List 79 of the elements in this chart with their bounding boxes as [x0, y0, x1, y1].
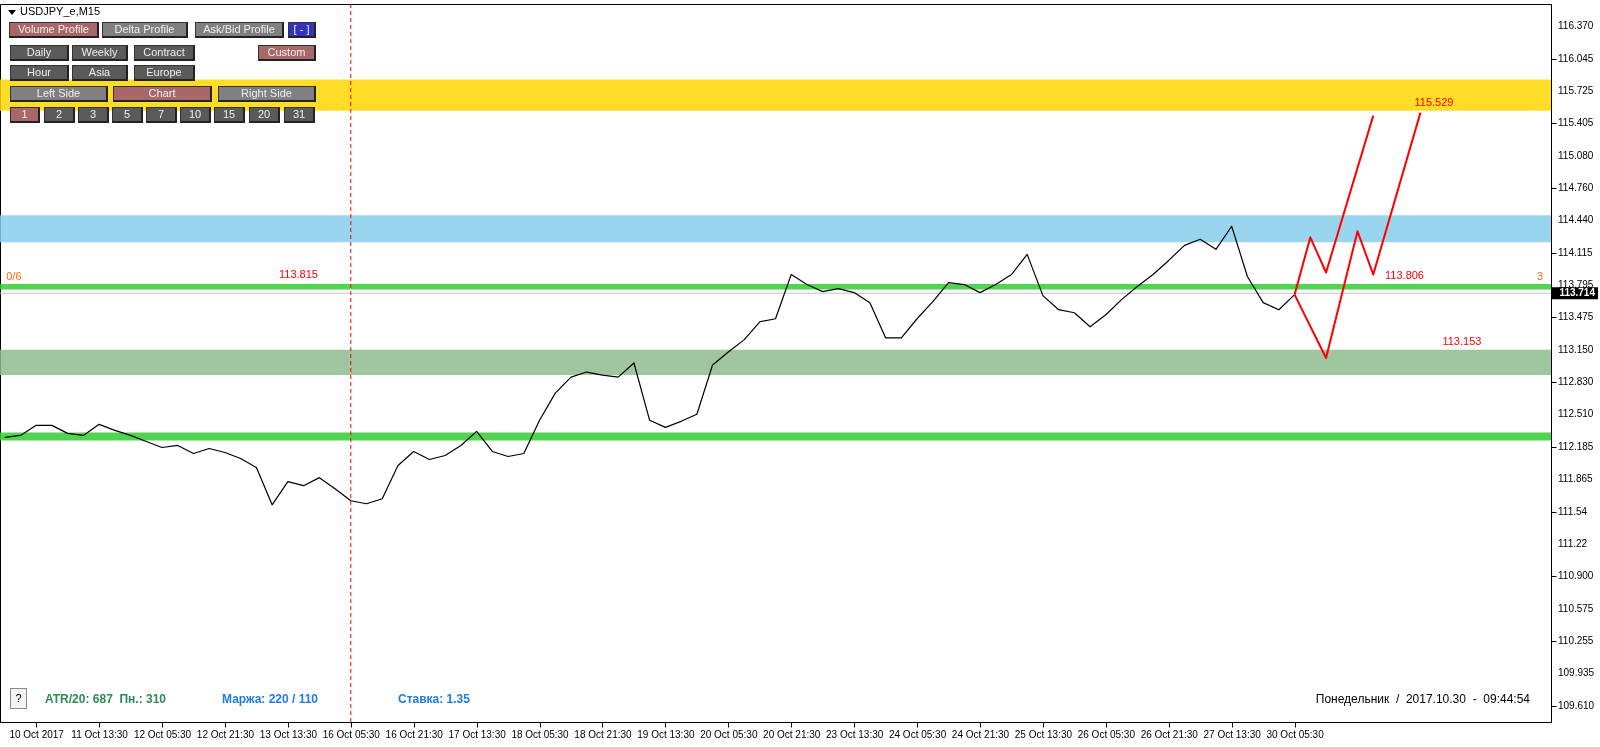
- toggle-button: Right Side: [218, 86, 316, 102]
- annotation: Понедельник / 2017.10.30 - 09:44:54: [1315, 692, 1530, 706]
- toggle-button: 31: [284, 107, 315, 123]
- x-tick-label: 12 Oct 21:30: [196, 728, 255, 740]
- y-tick-label: 109.610: [1558, 699, 1595, 711]
- annotation: 113.153: [1442, 334, 1482, 347]
- y-tick-label: 110.255: [1558, 635, 1594, 647]
- x-tick-label: 11 Oct 13:30: [71, 728, 129, 740]
- x-tick-label: 23 Oct 13:30: [826, 728, 884, 740]
- x-tick-label: 17 Oct 13:30: [448, 728, 507, 740]
- toggle-button: Hour: [10, 65, 69, 81]
- toggle-button: [ - ]: [288, 22, 316, 38]
- toggle-button: Contract: [134, 45, 195, 61]
- x-tick-label: 20 Oct 05:30: [700, 728, 758, 740]
- y-tick-label: 112.185: [1558, 440, 1594, 452]
- annotation: 3: [1537, 269, 1544, 282]
- x-tick-label: 20 Oct 21:30: [763, 728, 821, 740]
- toggle-button: 20: [249, 107, 280, 123]
- y-tick-label: 110.575: [1558, 602, 1594, 614]
- ref-line-label: 113.714: [1559, 287, 1596, 299]
- x-tick-label: 10 Oct 2017: [9, 728, 65, 740]
- y-tick-label: 113.150: [1558, 343, 1594, 355]
- toggle-button: Chart: [113, 86, 212, 102]
- annotation: ATR/20: 687 Пн.: 310: [45, 692, 167, 706]
- y-tick-label: 113.475: [1558, 311, 1594, 323]
- x-tick-label: 24 Oct 05:30: [888, 728, 947, 740]
- x-tick-label: 30 Oct 05:30: [1266, 728, 1325, 740]
- y-tick-label: 114.115: [1558, 246, 1594, 258]
- toggle-button: 15: [214, 107, 245, 123]
- annotation: Ставка: 1.35: [398, 692, 470, 706]
- toggle-button: Daily: [10, 45, 69, 61]
- toggle-button: Europe: [134, 65, 195, 81]
- toggle-button: 1: [10, 107, 40, 123]
- y-tick-label: 112.830: [1558, 376, 1594, 388]
- annotation: 115.529: [1414, 95, 1454, 108]
- y-tick-label: 116.045: [1558, 52, 1594, 64]
- toggle-button: Custom: [258, 45, 316, 61]
- y-tick-label: 111.865: [1558, 473, 1594, 485]
- help-button: ?: [10, 688, 27, 709]
- y-tick-label: 116.370: [1558, 20, 1594, 32]
- x-tick-label: 13 Oct 13:30: [259, 728, 318, 740]
- x-tick-label: 24 Oct 21:30: [951, 728, 1010, 740]
- toggle-button: Left Side: [10, 86, 108, 102]
- annotation: 113.806: [1385, 268, 1424, 281]
- y-tick-label: 111.22: [1558, 538, 1588, 550]
- x-tick-label: 18 Oct 21:30: [574, 728, 633, 740]
- toggle-button: 7: [146, 107, 177, 123]
- x-tick-label: 12 Oct 05:30: [133, 728, 192, 740]
- annotation: Маржа: 220 / 110: [222, 692, 319, 706]
- x-tick-label: 16 Oct 21:30: [385, 728, 444, 740]
- x-tick-label: 26 Oct 21:30: [1140, 728, 1199, 740]
- toggle-button: Asia: [72, 65, 128, 81]
- toggle-button: 10: [180, 107, 211, 123]
- y-tick-label: 112.510: [1558, 408, 1594, 420]
- chart-title: USDJPY_e,M15: [20, 5, 101, 17]
- x-tick-label: 16 Oct 05:30: [322, 728, 381, 740]
- x-tick-label: 19 Oct 13:30: [637, 728, 695, 740]
- y-tick-label: 115.405: [1558, 117, 1594, 129]
- y-tick-label: 114.760: [1558, 182, 1594, 194]
- line-series: [4, 225, 1296, 506]
- x-tick-label: 18 Oct 05:30: [511, 728, 570, 740]
- y-tick-label: 111.54: [1558, 505, 1588, 517]
- x-tick-label: 26 Oct 05:30: [1077, 728, 1136, 740]
- annotation: 0/6: [6, 269, 22, 282]
- toggle-button: 5: [112, 107, 143, 123]
- toggle-button: 2: [44, 107, 75, 123]
- y-tick-label: 109.935: [1558, 667, 1595, 679]
- toggle-button: Ask/Bid Profile: [195, 22, 284, 38]
- toggle-button: 3: [78, 107, 109, 123]
- x-tick-label: 25 Oct 13:30: [1014, 728, 1073, 740]
- y-tick-label: 115.725: [1558, 84, 1594, 96]
- x-tick-label: 27 Oct 13:30: [1203, 728, 1262, 740]
- toggle-button: Delta Profile: [102, 22, 188, 38]
- y-tick-label: 114.440: [1558, 214, 1594, 226]
- toggle-button: Weekly: [72, 45, 128, 61]
- y-tick-label: 110.900: [1558, 570, 1594, 582]
- y-tick-label: 115.080: [1558, 149, 1594, 161]
- annotation: 113.815: [279, 268, 318, 281]
- toggle-button: Volume Profile: [9, 22, 99, 38]
